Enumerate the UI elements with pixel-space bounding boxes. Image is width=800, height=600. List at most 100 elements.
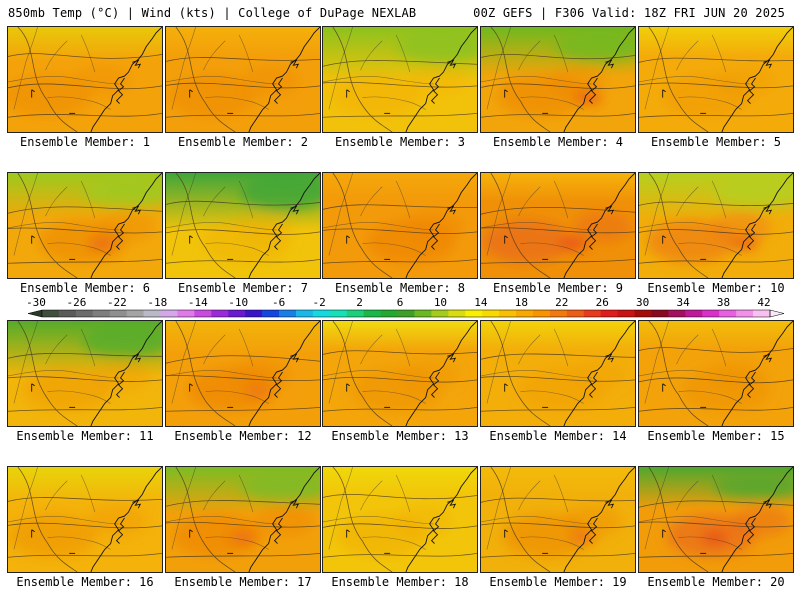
colorbar-tick-label: -2 bbox=[312, 296, 325, 309]
colorbar-swatch bbox=[397, 310, 415, 317]
colorbar-tick-label: 34 bbox=[676, 296, 690, 309]
ensemble-map-panel bbox=[7, 26, 163, 133]
colorbar-tick-label: -18 bbox=[147, 296, 167, 309]
colorbar-swatch bbox=[736, 310, 754, 317]
colorbar-swatch bbox=[279, 310, 297, 317]
colorbar-swatch bbox=[600, 310, 619, 317]
ensemble-map-panel bbox=[322, 466, 478, 573]
colorbar-swatch bbox=[702, 310, 720, 317]
colorbar-tick-label: -10 bbox=[228, 296, 248, 309]
colorbar-tick-label: 18 bbox=[515, 296, 528, 309]
colorbar-swatch bbox=[719, 310, 737, 317]
colorbar-swatch bbox=[109, 310, 128, 317]
ensemble-map-panel bbox=[322, 26, 478, 133]
ensemble-member-label: Ensemble Member: 17 bbox=[174, 575, 312, 589]
ensemble-member-label: Ensemble Member: 11 bbox=[16, 429, 154, 443]
colorbar-swatch bbox=[211, 310, 229, 317]
temperature-colorbar: -30 -26 -22 -18 -14 -10 -6 -2 2 6 10 14 18 22 26 30 34 38… bbox=[0, 296, 800, 322]
colorbar-tick-label: 38 bbox=[717, 296, 730, 309]
colorbar-swatch bbox=[126, 310, 145, 317]
ensemble-map-panel bbox=[480, 172, 636, 279]
colorbar-swatch bbox=[516, 310, 534, 317]
colorbar-tick-label: 2 bbox=[356, 296, 363, 309]
ensemble-map-panel bbox=[165, 466, 321, 573]
colorbar-swatch bbox=[753, 310, 771, 317]
ensemble-map-panel bbox=[165, 172, 321, 279]
colorbar-swatch bbox=[75, 310, 94, 317]
colorbar-swatch bbox=[583, 310, 602, 317]
colorbar-tick-label: -26 bbox=[67, 296, 87, 309]
colorbar-swatch bbox=[617, 310, 636, 317]
ensemble-map-panel bbox=[480, 466, 636, 573]
colorbar-swatch bbox=[228, 310, 246, 317]
colorbar-swatch bbox=[651, 310, 669, 317]
colorbar-swatch bbox=[92, 310, 111, 317]
ensemble-member-label: Ensemble Member: 4 bbox=[492, 135, 624, 149]
ensemble-member-label: Ensemble Member: 5 bbox=[650, 135, 782, 149]
ensemble-member-label: Ensemble Member: 19 bbox=[489, 575, 627, 589]
colorbar-swatch bbox=[363, 310, 382, 317]
colorbar-swatch bbox=[549, 310, 568, 317]
colorbar-tick-label: -6 bbox=[272, 296, 285, 309]
ensemble-map-panel bbox=[638, 320, 794, 427]
colorbar-tick-label: 42 bbox=[757, 296, 770, 309]
colorbar-tick-label: 6 bbox=[397, 296, 404, 309]
colorbar-swatch bbox=[143, 310, 162, 317]
ensemble-map-panel bbox=[480, 320, 636, 427]
ensemble-member-label: Ensemble Member: 12 bbox=[174, 429, 312, 443]
ensemble-map-panel bbox=[638, 26, 794, 133]
colorbar-swatch bbox=[685, 310, 703, 317]
colorbar-swatch bbox=[431, 310, 449, 317]
colorbar-swatch bbox=[329, 310, 348, 317]
ensemble-map-panel bbox=[322, 320, 478, 427]
colorbar-swatch bbox=[532, 310, 551, 317]
colorbar-swatch bbox=[634, 310, 652, 317]
colorbar-swatch bbox=[295, 310, 314, 317]
colorbar-min-arrow bbox=[27, 309, 43, 318]
colorbar-tick-label: 26 bbox=[596, 296, 609, 309]
ensemble-member-label: Ensemble Member: 10 bbox=[647, 281, 785, 295]
ensemble-map-panel bbox=[322, 172, 478, 279]
ensemble-map-panel bbox=[165, 26, 321, 133]
ensemble-map-panel bbox=[480, 26, 636, 133]
ensemble-member-label: Ensemble Member: 13 bbox=[331, 429, 469, 443]
colorbar-tick-label: 30 bbox=[636, 296, 649, 309]
colorbar-tick-label: -22 bbox=[107, 296, 127, 309]
ensemble-member-label: Ensemble Member: 20 bbox=[647, 575, 785, 589]
colorbar-swatch bbox=[668, 310, 686, 317]
ensemble-member-label: Ensemble Member: 2 bbox=[177, 135, 309, 149]
colorbar-swatch bbox=[465, 310, 483, 317]
colorbar-swatch bbox=[262, 310, 280, 317]
colorbar-swatch bbox=[42, 310, 60, 317]
colorbar-swatch bbox=[380, 310, 399, 317]
ensemble-map-panel bbox=[638, 172, 794, 279]
map-title: 850mb Temp (°C) | Wind (kts) | College o… bbox=[8, 6, 417, 20]
ensemble-member-label: Ensemble Member: 18 bbox=[331, 575, 469, 589]
colorbar-swatch bbox=[160, 310, 178, 317]
colorbar-swatch bbox=[499, 310, 517, 317]
colorbar-swatch bbox=[58, 310, 77, 317]
ensemble-member-label: Ensemble Member: 8 bbox=[334, 281, 466, 295]
colorbar-tick-label: 14 bbox=[474, 296, 488, 309]
ensemble-map-panel bbox=[165, 320, 321, 427]
colorbar-max-arrow bbox=[769, 309, 785, 318]
colorbar-swatch bbox=[194, 310, 212, 317]
colorbar-swatch bbox=[414, 310, 432, 317]
ensemble-member-label: Ensemble Member: 3 bbox=[334, 135, 466, 149]
ensemble-member-label: Ensemble Member: 14 bbox=[489, 429, 627, 443]
colorbar-tick-label: 22 bbox=[555, 296, 568, 309]
colorbar-tick-label: 10 bbox=[434, 296, 447, 309]
colorbar-swatch bbox=[566, 310, 585, 317]
colorbar-swatch bbox=[245, 310, 263, 317]
colorbar-swatch bbox=[448, 310, 466, 317]
colorbar-swatch bbox=[346, 310, 365, 317]
colorbar-swatch bbox=[312, 310, 331, 317]
colorbar-tick-label: -30 bbox=[26, 296, 46, 309]
colorbar-swatch bbox=[482, 310, 500, 317]
ensemble-member-label: Ensemble Member: 7 bbox=[177, 281, 309, 295]
model-run-info: 00Z GEFS | F306 Valid: 18Z FRI JUN 20 20… bbox=[473, 6, 785, 20]
ensemble-member-label: Ensemble Member: 9 bbox=[492, 281, 624, 295]
ensemble-map-panel bbox=[7, 466, 163, 573]
ensemble-member-label: Ensemble Member: 6 bbox=[19, 281, 151, 295]
ensemble-member-label: Ensemble Member: 15 bbox=[647, 429, 785, 443]
